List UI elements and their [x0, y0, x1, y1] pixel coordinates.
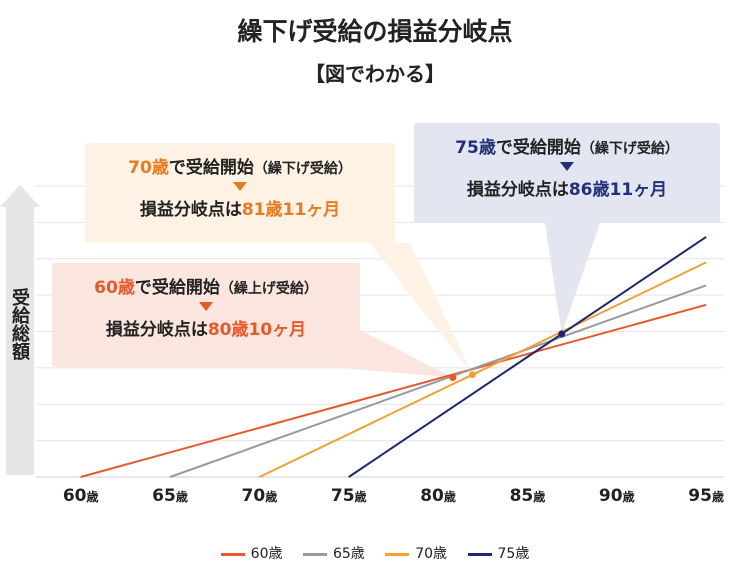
chart-title: 繰下げ受給の損益分岐点 — [237, 17, 513, 46]
legend-label-75: 75歳 — [497, 546, 530, 562]
legend-item-60: 60歳 — [220, 543, 283, 563]
callout-70-value: 81歳11ヶ月 — [241, 200, 341, 220]
series-line-s65 — [169, 284, 707, 478]
callout-75-value: 86歳11ヶ月 — [568, 180, 668, 200]
legend-label-60: 60歳 — [250, 546, 283, 562]
y-axis-label: 受給総額 — [9, 288, 30, 360]
callout-60: 60歳で受給開始（繰上げ受給） 損益分岐点は80歳10ヶ月 — [52, 263, 360, 367]
legend-swatch-60 — [220, 552, 245, 556]
x-tick-label: 90歳 — [598, 486, 635, 506]
x-tick-label: 70歳 — [241, 486, 278, 506]
callout-70-pointer — [370, 243, 473, 375]
callout-70-prefix: 損益分岐点は — [139, 200, 242, 220]
callout-75-age: 75歳 — [455, 138, 496, 158]
callout-75-type: （繰下げ受給） — [580, 141, 679, 157]
callout-60-pointer — [330, 330, 453, 378]
callout-70-age: 70歳 — [128, 158, 169, 178]
x-tick-label: 60歳 — [62, 486, 99, 506]
callout-75: 75歳で受給開始（繰下げ受給） 損益分岐点は86歳11ヶ月 — [414, 123, 720, 223]
callout-70-start: で受給開始 — [168, 158, 254, 178]
callout-70: 70歳で受給開始（繰下げ受給） 損益分岐点は81歳11ヶ月 — [85, 143, 395, 243]
legend: 60歳 65歳 70歳 75歳 — [0, 543, 750, 563]
legend-item-70: 70歳 — [385, 543, 447, 563]
series-line-s75 — [348, 236, 707, 478]
callout-75-pointer — [545, 223, 600, 334]
x-tick-label: 75歳 — [330, 486, 367, 506]
breakeven-point-s60 — [449, 374, 457, 382]
callout-60-type: （繰上げ受給） — [219, 281, 318, 297]
legend-item-65: 65歳 — [302, 543, 365, 563]
chart-subtitle: 【図でわかる】 — [305, 62, 445, 86]
x-tick-label: 80歳 — [420, 486, 456, 506]
legend-label-65: 65歳 — [332, 546, 365, 562]
breakeven-point-s75 — [558, 330, 566, 338]
callout-70-type: （繰下げ受給） — [253, 161, 352, 177]
callout-60-age: 60歳 — [94, 278, 135, 298]
legend-label-70: 70歳 — [415, 546, 448, 562]
callout-75-prefix: 損益分岐点は — [466, 180, 569, 200]
callout-pointers — [330, 223, 600, 378]
down-triangle-icon — [233, 182, 247, 191]
x-tick-label: 65歳 — [152, 486, 188, 506]
breakeven-points — [449, 330, 566, 382]
legend-swatch-70 — [385, 552, 410, 556]
callout-75-start: で受給開始 — [495, 138, 581, 158]
callout-60-prefix: 損益分岐点は — [105, 320, 208, 340]
x-tick-label: 85歳 — [509, 486, 546, 506]
y-axis-arrow-icon — [0, 185, 40, 475]
breakeven-point-s70 — [468, 371, 476, 379]
callout-60-start: で受給開始 — [134, 278, 220, 298]
series-line-s60 — [80, 303, 707, 478]
legend-item-75: 75歳 — [467, 543, 530, 563]
series-line-s70 — [258, 261, 707, 478]
legend-swatch-75 — [467, 552, 492, 556]
series-lines — [80, 236, 707, 478]
down-triangle-icon — [560, 162, 574, 171]
x-tick-label: 95歳 — [688, 486, 724, 506]
legend-swatch-65 — [302, 552, 327, 556]
down-triangle-icon — [199, 302, 213, 311]
callout-60-value: 80歳10ヶ月 — [207, 320, 307, 340]
